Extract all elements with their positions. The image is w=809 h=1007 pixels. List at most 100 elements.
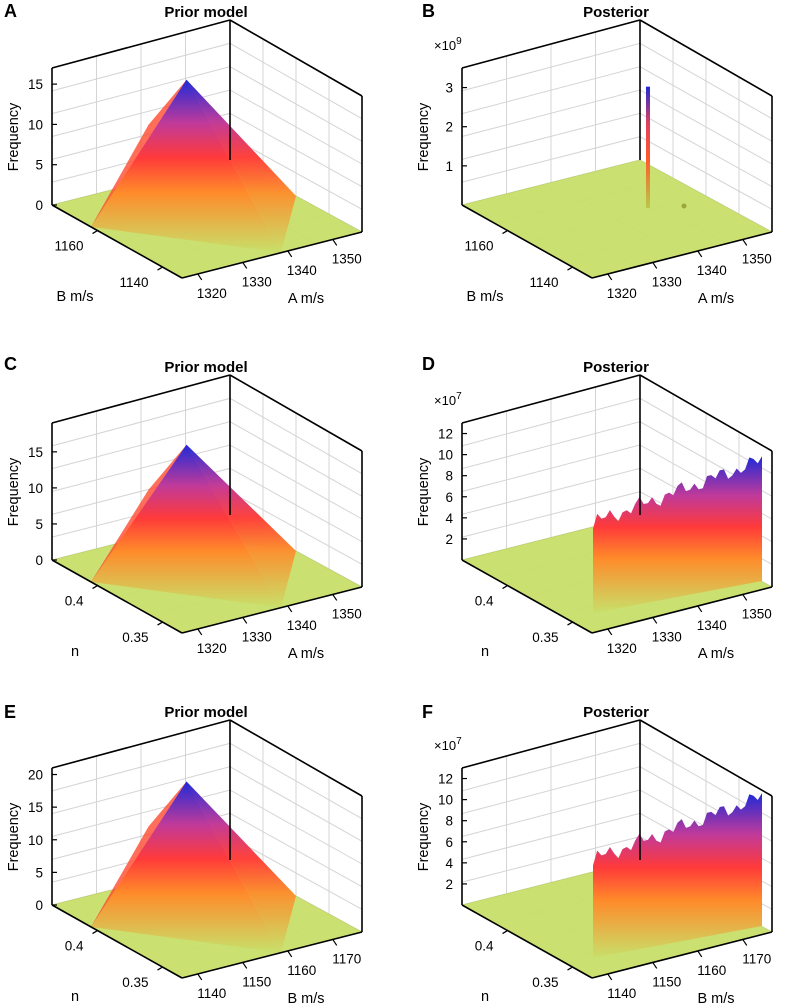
x-tick-mark: [332, 939, 338, 946]
grid-line: [461, 19, 773, 97]
x-tick-mark: [652, 962, 658, 969]
y-tick-label: 0.35: [122, 630, 148, 645]
x-tick-mark: [697, 250, 703, 258]
panel-title: Posterior: [583, 704, 649, 721]
posterior-ridge: [593, 456, 762, 613]
panel-a: A Prior model051015Frequency1320133013401…: [4, 1, 363, 307]
surface-peak: [91, 444, 296, 608]
axis-edge: [461, 374, 641, 424]
x-tick-label: 1320: [607, 286, 637, 301]
axis-edge: [639, 719, 773, 797]
x-tick-label: 1350: [332, 606, 362, 621]
x-tick-label: 1320: [607, 641, 637, 656]
surface-facet: [91, 781, 281, 953]
x-ticks: 1140 1150 1160 1170: [607, 939, 771, 1001]
z-ticks: 2 4 6 8 10 12: [438, 427, 467, 547]
z-axis-label: Frequency: [416, 802, 432, 871]
x-tick-mark: [607, 273, 613, 281]
y-ticks: 1140 1160: [54, 230, 163, 290]
y-ticks: 0.35 0.4: [65, 930, 163, 990]
z-axis-label: Frequency: [6, 457, 22, 526]
y-ticks: 1140 1160: [464, 230, 573, 290]
panel-title: Posterior: [583, 359, 649, 376]
y-axis-label: n: [71, 644, 79, 660]
panel-letter: E: [4, 702, 16, 722]
panel-letter: C: [4, 354, 17, 374]
z-tick-label: 4: [445, 511, 453, 526]
grid-line: [51, 719, 363, 797]
y-axis-label: n: [481, 989, 489, 1005]
surface-facet: [91, 444, 281, 608]
posterior-spike: [646, 86, 650, 208]
axis-edge: [591, 231, 773, 279]
panel-letter: B: [422, 1, 435, 21]
x-tick-label: 1340: [287, 263, 317, 278]
y-tick-mark: [92, 585, 98, 590]
x-tick-mark: [742, 594, 748, 601]
z-tick-label: 0: [35, 898, 43, 913]
x-tick-label: 1320: [197, 286, 227, 301]
panel-b: B Posterior×109123Frequency13201330134013…: [416, 1, 773, 307]
x-tick-mark: [242, 262, 248, 269]
x-tick-mark: [197, 273, 203, 281]
x-tick-label: 1150: [652, 974, 681, 989]
z-ticks: 0 5 10 15: [28, 77, 57, 213]
panel-letter: A: [4, 1, 17, 21]
panel-title: Posterior: [583, 4, 649, 21]
z-tick-label: 20: [28, 768, 43, 783]
z-ticks: 0 5 10 15: [28, 445, 57, 568]
grid-line: [461, 66, 773, 142]
x-tick-label: 1350: [332, 251, 362, 266]
z-tick-label: 15: [28, 800, 43, 815]
z-tick-label: 10: [438, 793, 453, 808]
y-axis-label: n: [71, 989, 79, 1005]
y-tick-label: 0.4: [65, 939, 84, 954]
axis-edge: [181, 931, 363, 979]
axis-edge: [51, 559, 183, 634]
z-multiplier: ×109: [434, 36, 462, 53]
y-tick-label: 1160: [464, 239, 493, 254]
surface-facet: [186, 79, 296, 253]
axis-edge: [639, 374, 773, 452]
x-tick-mark: [652, 262, 658, 269]
z-tick-label: 2: [445, 532, 453, 547]
z-tick-label: 12: [438, 427, 453, 442]
axis-edge: [181, 231, 363, 279]
x-tick-mark: [607, 628, 613, 636]
z-tick-label: 5: [35, 865, 43, 880]
surface-facet: [186, 444, 296, 608]
y-tick-mark: [502, 930, 508, 935]
x-tick-label: 1330: [652, 274, 682, 289]
y-tick-mark: [157, 266, 163, 271]
z-axis-label: Frequency: [416, 102, 432, 171]
z-tick-label: 10: [28, 481, 43, 496]
z-axis-label: Frequency: [6, 802, 22, 871]
posterior-ridge: [593, 793, 762, 958]
y-tick-label: 1160: [54, 239, 83, 254]
surface-peak: [91, 79, 296, 253]
x-axis-label: A m/s: [698, 291, 734, 307]
x-axis-label: A m/s: [288, 291, 324, 307]
grid-line: [461, 374, 773, 452]
axes-frame: [461, 19, 773, 279]
y-tick-mark: [567, 266, 573, 271]
grid-line: [51, 374, 363, 452]
posterior-dot: [681, 203, 687, 209]
y-tick-label: 0.35: [532, 975, 558, 990]
y-tick-mark: [92, 230, 98, 235]
x-tick-mark: [742, 239, 748, 246]
x-tick-label: 1350: [742, 251, 772, 266]
x-tick-mark: [242, 617, 248, 624]
y-ticks: 0.35 0.4: [475, 585, 573, 645]
surface-floor: [461, 159, 773, 279]
y-tick-label: 0.4: [475, 939, 494, 954]
x-tick-mark: [287, 250, 293, 258]
x-tick-mark: [332, 239, 338, 246]
x-tick-label: 1140: [197, 986, 226, 1001]
x-tick-mark: [652, 617, 658, 624]
x-ticks: 1320 1330 1340 1350: [197, 239, 362, 301]
panel-title: Prior model: [164, 4, 247, 21]
y-axis-label: B m/s: [56, 289, 93, 305]
panel-c: C Prior model051015Frequency1320133013401…: [4, 354, 363, 662]
